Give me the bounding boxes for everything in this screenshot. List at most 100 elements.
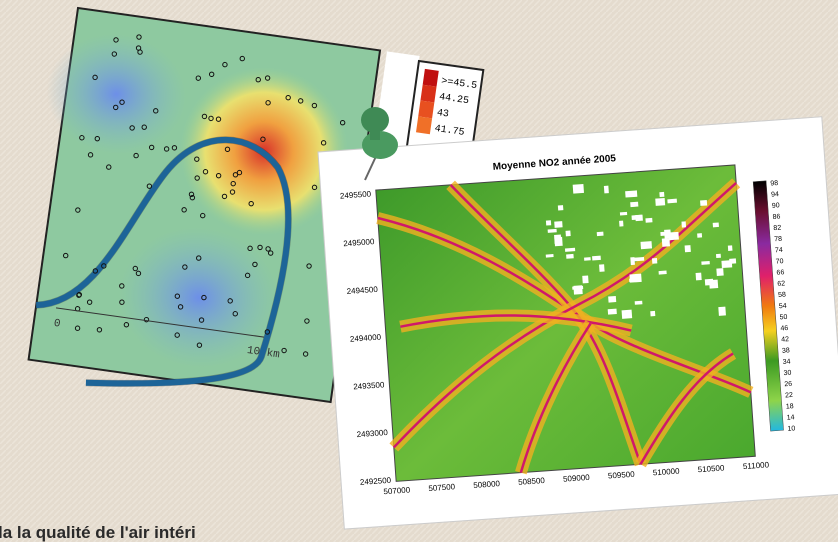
station <box>79 135 85 141</box>
station <box>252 261 258 268</box>
station <box>123 322 130 328</box>
station <box>239 55 245 62</box>
station <box>264 75 271 81</box>
scale-label: 0 <box>53 318 61 331</box>
building <box>564 247 576 252</box>
colorbar-label: 94 <box>771 191 779 199</box>
station <box>143 316 150 323</box>
station <box>202 169 209 175</box>
y-tick-label: 2495000 <box>343 237 375 248</box>
station <box>135 270 142 277</box>
station <box>163 146 170 152</box>
station <box>113 37 119 43</box>
station <box>257 244 263 251</box>
colorbar-label: 42 <box>781 336 789 344</box>
building <box>718 306 726 316</box>
station <box>146 183 153 189</box>
station <box>302 351 309 357</box>
legend-label: 43 <box>436 108 449 121</box>
station <box>201 294 207 301</box>
station <box>208 71 215 78</box>
station <box>200 212 206 219</box>
colorbar-label: 62 <box>777 280 785 288</box>
station <box>232 172 239 178</box>
legend-label: >=45.5 <box>441 76 478 92</box>
building <box>655 198 666 206</box>
station <box>92 74 98 81</box>
building <box>630 201 639 208</box>
legend-swatch <box>418 100 435 119</box>
building <box>634 300 643 305</box>
right-map-card: Moyenne NO2 année 2005 24955002495000249… <box>317 116 838 530</box>
station <box>264 329 271 335</box>
colorbar-label: 98 <box>770 180 778 188</box>
station <box>101 263 107 269</box>
station <box>188 191 195 198</box>
station <box>285 94 291 101</box>
roads <box>376 178 754 475</box>
station <box>196 342 203 348</box>
road <box>639 352 734 465</box>
building <box>700 199 708 206</box>
building <box>596 231 604 237</box>
building <box>599 264 605 272</box>
building <box>565 230 571 237</box>
building <box>695 272 702 281</box>
station <box>119 299 125 305</box>
building <box>684 245 691 253</box>
x-tick-label: 507500 <box>428 482 456 493</box>
colorbar-label: 70 <box>776 258 784 266</box>
building <box>545 254 554 258</box>
building <box>709 279 719 289</box>
building <box>547 228 557 233</box>
building <box>645 217 653 223</box>
building <box>681 221 687 228</box>
axes: 2495500 2495000 2494500 2494000 2493500 24930… <box>340 180 796 496</box>
station <box>75 207 81 213</box>
building <box>554 221 563 228</box>
building <box>632 256 645 262</box>
y-tick-label: 2495500 <box>340 189 372 200</box>
colorbar-label: 90 <box>772 202 780 210</box>
colorbar-label: 34 <box>783 358 791 366</box>
colorbar-label: 14 <box>786 414 794 422</box>
road <box>400 314 632 332</box>
station <box>244 272 251 279</box>
station <box>86 299 93 305</box>
x-tick-label: 509000 <box>563 473 591 484</box>
building <box>629 278 640 283</box>
road <box>519 322 592 473</box>
building <box>716 268 724 276</box>
caption: la la qualité de l'air intéri <box>0 523 196 542</box>
station <box>281 347 287 354</box>
station <box>265 246 271 252</box>
colorbar <box>752 180 784 432</box>
building <box>582 275 589 284</box>
scale-label: 10 km <box>246 345 281 362</box>
building <box>621 309 633 319</box>
building <box>608 295 617 303</box>
y-tick-label: 2493500 <box>353 380 385 391</box>
y-tick-label: 2494000 <box>350 333 382 344</box>
station <box>227 298 233 304</box>
station <box>311 184 318 191</box>
station <box>136 34 142 40</box>
station <box>339 119 346 126</box>
station <box>106 164 112 170</box>
building <box>619 220 624 227</box>
x-tick-label: 508500 <box>518 476 546 487</box>
station <box>221 193 228 200</box>
station <box>76 292 82 298</box>
hot-zone <box>101 36 373 308</box>
station <box>174 332 180 338</box>
legend-swatch <box>422 68 439 87</box>
colorbar-label: 46 <box>780 325 788 333</box>
building <box>573 285 583 295</box>
building <box>557 205 564 211</box>
building <box>640 241 653 250</box>
x-tick-label: 510500 <box>697 463 725 474</box>
building <box>664 229 672 239</box>
building <box>727 245 733 251</box>
station <box>198 317 205 323</box>
